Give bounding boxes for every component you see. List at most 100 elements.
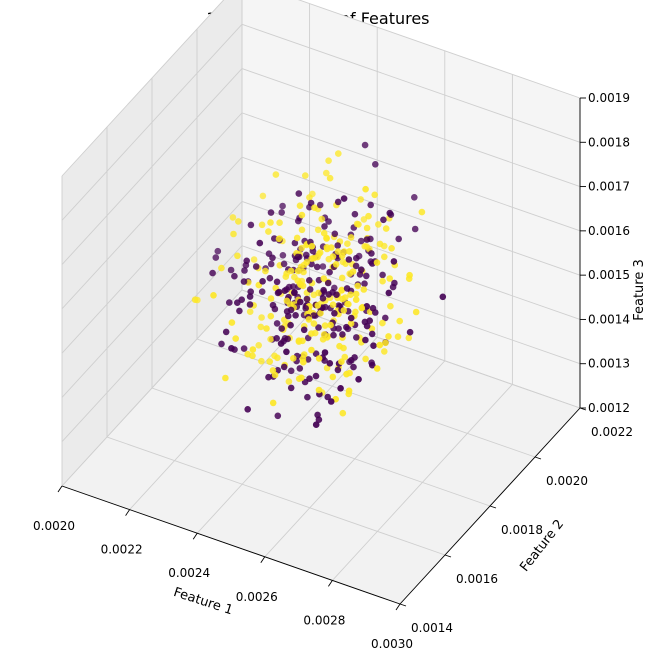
data-point	[339, 295, 346, 303]
data-point	[339, 409, 347, 417]
data-point	[372, 161, 379, 168]
data-point	[330, 331, 337, 339]
data-point	[314, 226, 322, 234]
data-point	[343, 285, 351, 292]
z-gridline	[61, 200, 581, 398]
data-point	[357, 237, 365, 245]
data-point	[222, 374, 229, 382]
x-tick-label: 0.0026	[236, 590, 278, 604]
data-point	[279, 202, 286, 210]
data-point	[344, 240, 351, 247]
data-point	[297, 298, 304, 306]
data-point	[327, 398, 335, 405]
data-point	[308, 255, 316, 262]
data-point	[299, 337, 306, 345]
data-point	[412, 308, 420, 316]
data-point	[324, 393, 332, 401]
z-gridline	[61, 112, 581, 310]
data-point	[263, 325, 270, 332]
data-point	[373, 259, 381, 266]
data-point	[300, 358, 307, 366]
data-point	[353, 220, 361, 228]
z-gridline	[61, 156, 581, 354]
data-point	[274, 412, 282, 420]
data-point	[338, 274, 346, 282]
data-point	[266, 358, 274, 365]
data-point	[325, 291, 333, 298]
data-point	[360, 286, 368, 293]
data-point	[258, 357, 265, 365]
data-point	[284, 335, 292, 343]
data-point	[285, 283, 293, 291]
data-point	[343, 323, 350, 331]
data-point	[230, 230, 237, 238]
axis-lines	[57, 97, 587, 611]
x-tick-mark	[192, 532, 198, 540]
x-tick-label: 0.0022	[101, 543, 143, 557]
x-tick-label: 0.0030	[371, 637, 413, 651]
data-point	[296, 202, 304, 209]
data-point	[366, 317, 374, 325]
data-point	[340, 195, 348, 202]
data-point	[363, 322, 371, 330]
data-point	[346, 248, 353, 255]
data-point	[306, 277, 313, 284]
data-point	[343, 370, 350, 378]
data-point	[333, 291, 340, 299]
data-point	[244, 406, 251, 413]
x-tick-mark	[125, 509, 130, 516]
data-point	[352, 308, 359, 316]
data-point	[279, 252, 287, 259]
z-tick-label: 0.0014	[588, 312, 630, 326]
data-point	[240, 345, 248, 352]
data-point	[379, 319, 386, 327]
data-point	[396, 317, 404, 325]
data-point	[329, 373, 337, 381]
data-point	[406, 271, 413, 279]
data-point	[386, 209, 394, 217]
data-point	[247, 221, 255, 229]
data-point	[212, 254, 220, 261]
data-point	[361, 280, 368, 288]
data-point	[352, 290, 360, 298]
data-point	[269, 301, 277, 309]
data-point	[246, 301, 254, 308]
data-point	[418, 208, 426, 216]
data-point	[411, 225, 419, 233]
y-tick-label: 0.0014	[411, 621, 453, 635]
data-point	[257, 323, 265, 331]
data-point	[246, 293, 254, 300]
data-point	[291, 289, 298, 296]
data-point	[269, 367, 277, 374]
data-point	[347, 320, 355, 327]
data-point	[347, 314, 355, 322]
data-point	[357, 196, 365, 203]
data-point	[375, 221, 382, 228]
data-point	[302, 172, 309, 179]
x-axis-label: Feature 1	[172, 585, 235, 618]
data-point	[338, 252, 346, 260]
data-point	[376, 240, 384, 248]
data-point	[258, 314, 265, 321]
data-point	[352, 262, 360, 270]
z-tick-label: 0.0017	[588, 180, 630, 194]
data-point	[228, 319, 236, 326]
data-point	[381, 253, 388, 261]
data-point	[321, 322, 329, 329]
data-point	[314, 253, 321, 261]
data-point	[338, 358, 345, 366]
data-point	[312, 421, 320, 429]
data-point	[308, 243, 316, 250]
data-point	[283, 297, 291, 305]
data-point	[367, 201, 375, 209]
data-point	[250, 256, 258, 263]
data-point	[267, 219, 274, 226]
data-point	[232, 335, 239, 342]
z-tick-label: 0.0013	[588, 357, 630, 371]
data-point	[379, 277, 386, 285]
data-point	[285, 378, 293, 385]
data-point	[369, 304, 377, 312]
x-tick-mark	[328, 580, 333, 587]
x-tick-mark	[395, 603, 401, 611]
data-point	[369, 361, 376, 369]
